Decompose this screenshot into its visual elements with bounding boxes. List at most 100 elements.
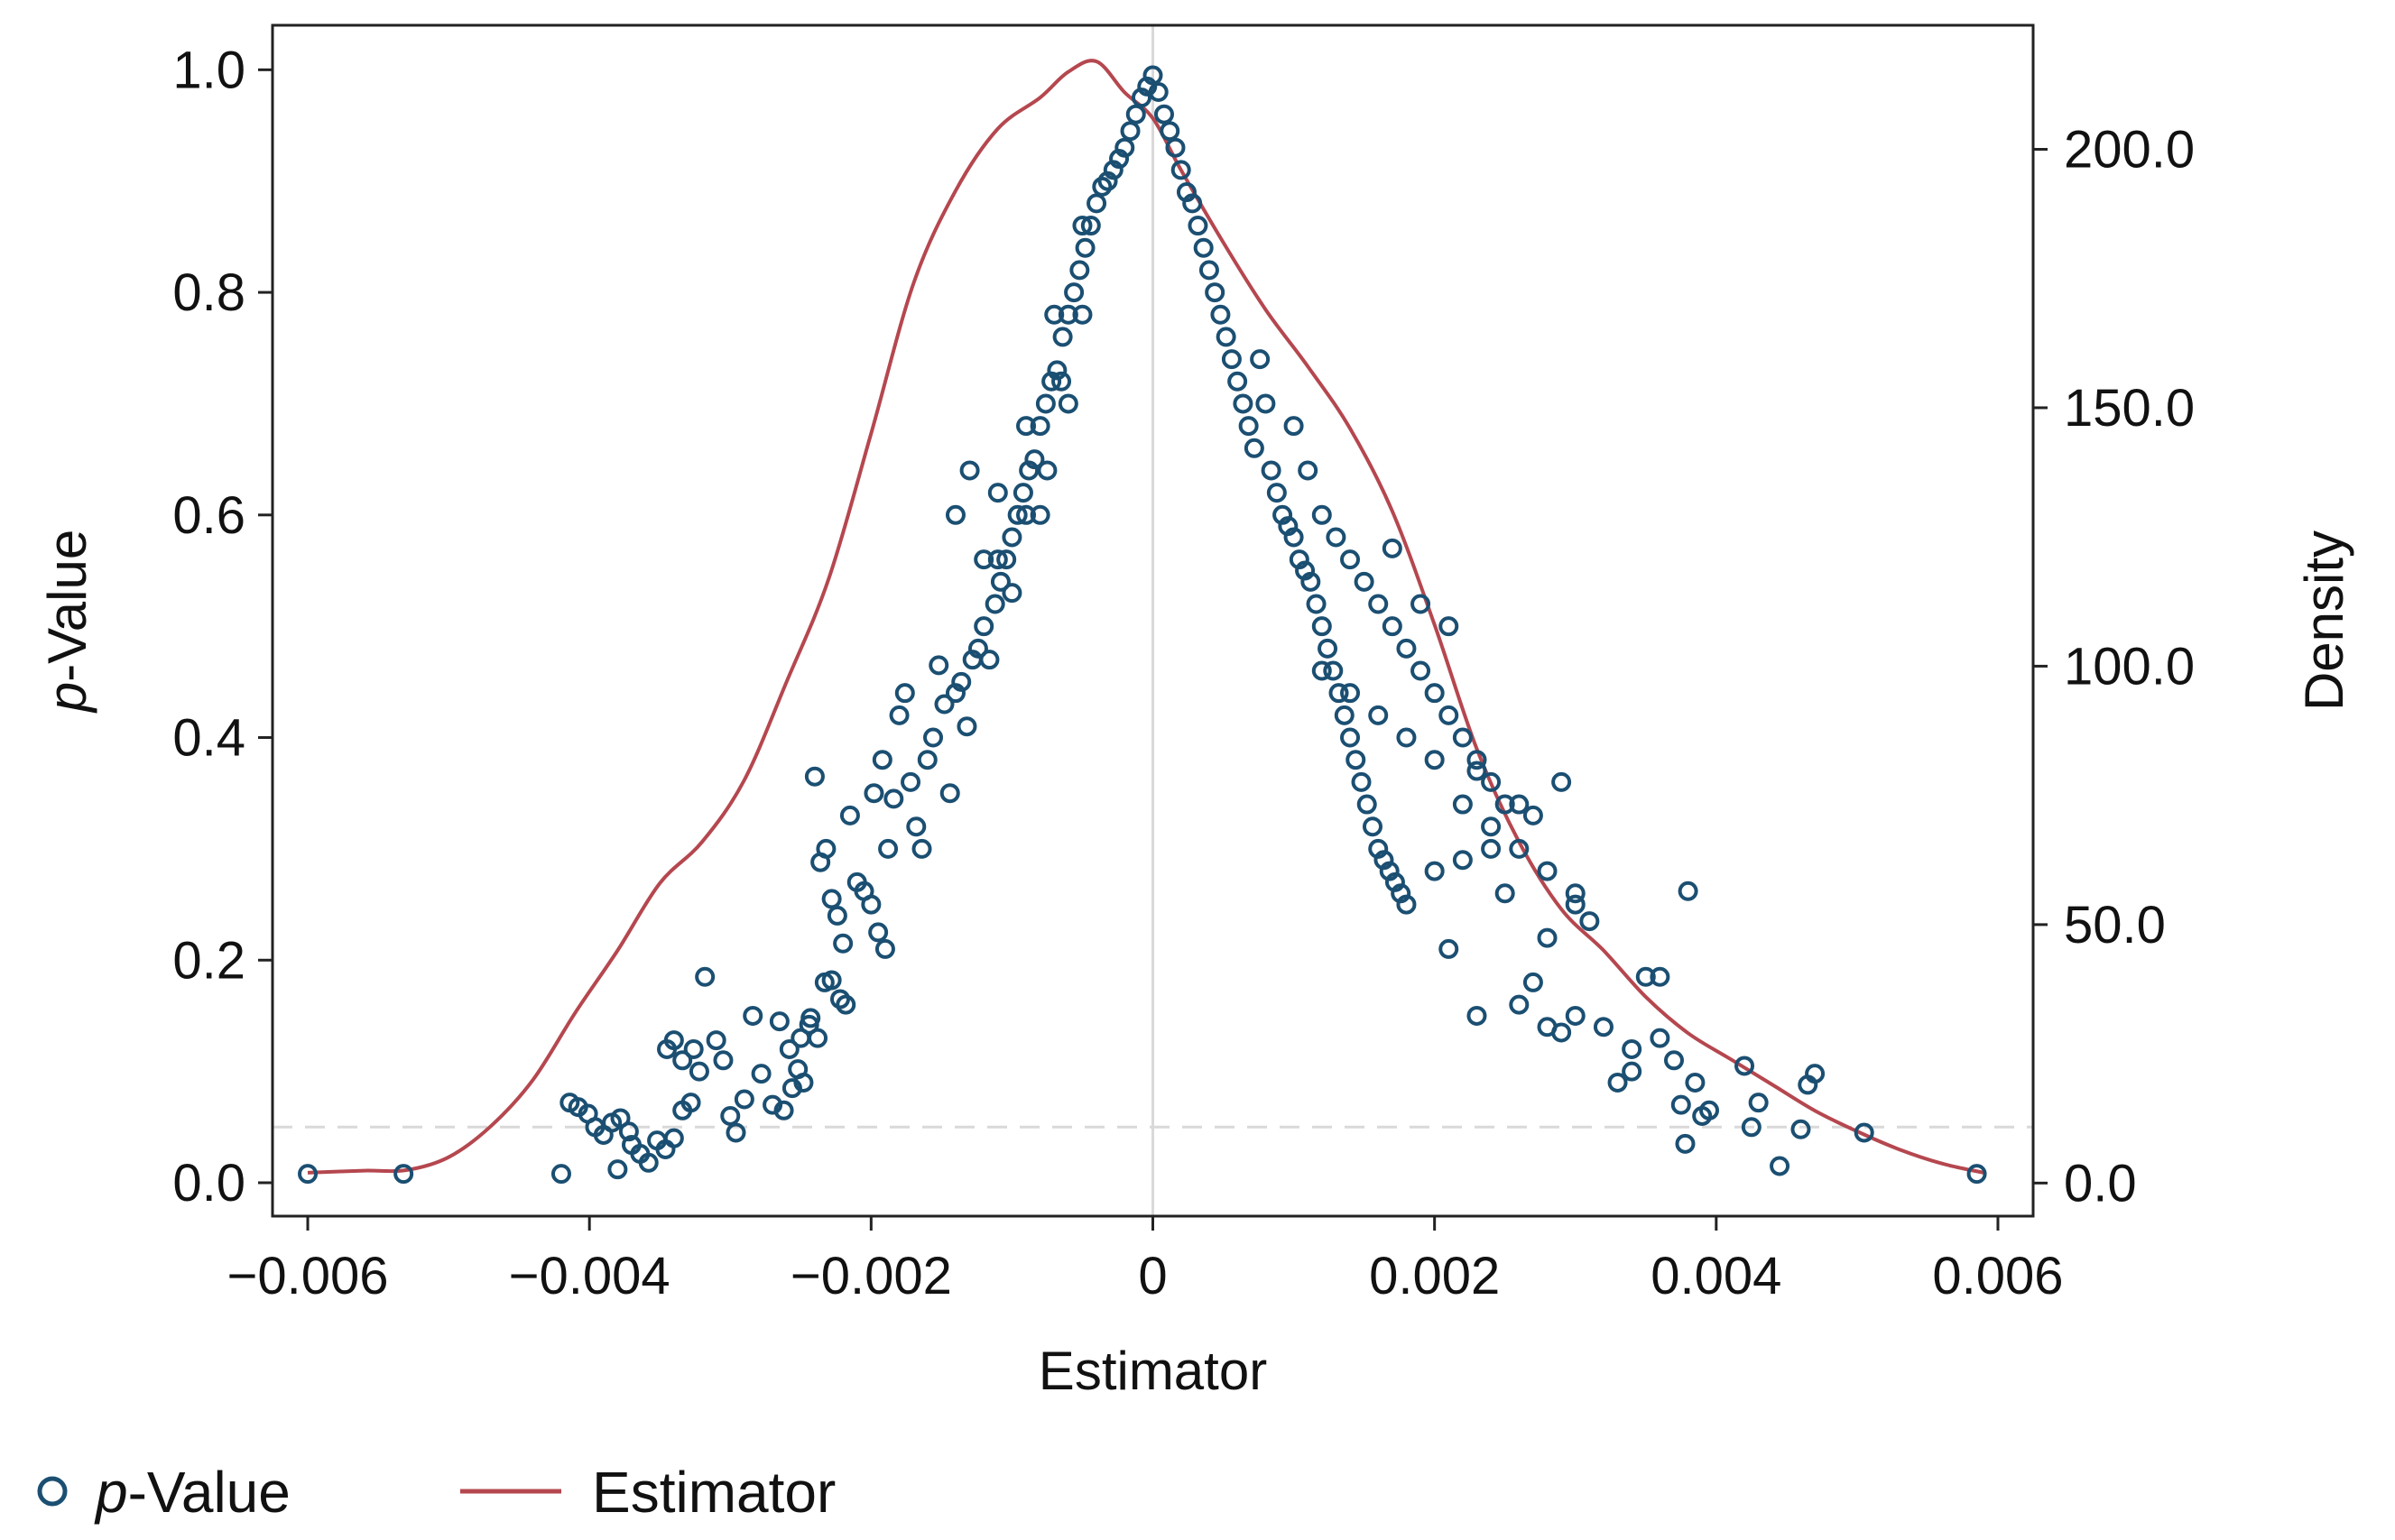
density-curve [307,59,1984,1175]
scatter-point [987,549,1008,570]
scatter-point [945,504,966,525]
scatter-point [781,1078,802,1099]
scatter-point [1509,794,1530,815]
scatter-point [1438,938,1459,959]
scatter-point [1410,594,1431,614]
scatter-point [706,1030,726,1051]
reference-lines [273,25,2033,1216]
scatter-point [985,594,1005,614]
scatter-point [889,705,910,725]
scatter-point [1311,616,1332,637]
scatter-point [734,1089,754,1110]
scatter-point [1678,881,1698,901]
scatter-point [1092,176,1113,197]
scatter-point [1007,504,1028,525]
scatter-point [1466,1005,1487,1026]
scatter-point [1340,683,1361,704]
y-right-tick-label: 150.0 [2064,379,2195,438]
scatter-point [1356,794,1377,815]
y-left-tick-label: 0.0 [172,1154,245,1213]
scatter-point [1170,160,1191,180]
scatter-point [1002,527,1022,548]
scatter-point [833,933,854,954]
scatter-point [1044,304,1065,325]
scatter-point [1283,416,1304,437]
scatter-point [618,1121,639,1142]
scatter-point [1087,193,1107,214]
scatter-point [1650,1028,1670,1048]
scatter-point [987,483,1008,503]
x-tick-label: 0 [1138,1247,1167,1305]
scatter-point [1142,65,1163,86]
scatter-point [751,1064,772,1084]
scatter-point [1298,460,1318,481]
scatter-point [672,1050,693,1071]
scatter-point [1016,416,1037,437]
y-right-tick-label: 0.0 [2064,1154,2137,1213]
scatter-point [1345,750,1366,770]
scatter-point [1509,838,1530,859]
scatter-point [1016,504,1037,525]
y-left-axis-title: p-Value [37,530,97,714]
scatter-point [1193,237,1214,258]
scatter-point [1551,1022,1572,1043]
scatter-point [1221,349,1242,370]
scatter-point [799,1014,819,1035]
scatter-point [713,1050,734,1071]
scatter-point [1030,504,1050,525]
scatter-point [868,922,889,943]
scatter-point [1790,1119,1811,1139]
legend-label-p-value-rest: -Value [128,1460,291,1525]
scatter-point [1452,850,1473,871]
scatter-point [1051,371,1072,392]
scatter-point [836,994,856,1015]
x-tick-label: 0.004 [1651,1247,1781,1305]
scatter-point [743,1005,763,1026]
scatter-point [1244,438,1264,458]
scatter-point [1382,538,1402,558]
scatter-point [1670,1094,1691,1115]
scatter-point [1699,1100,1720,1120]
scatter-point [872,750,892,770]
scatter-point [1058,304,1078,325]
scatter-point [804,766,825,787]
scatter-point [1340,549,1361,570]
scatter-point [726,1122,746,1143]
scatter-point [939,783,960,804]
scatter-point [1565,883,1586,904]
scatter-point [680,1093,701,1113]
scatter-point [1058,393,1078,414]
scatter-point [1328,683,1349,704]
scatter-point [1216,327,1236,347]
scatter-point [1283,527,1304,548]
y-right-axis-ticks: 0.0 50.0 100.0 150.0 200.0 [2033,121,2195,1213]
scatter-point [996,549,1017,570]
scatter-point [1125,104,1146,124]
scatter-point [864,783,884,804]
scatter-point [1770,1156,1790,1176]
scatter-point [1075,237,1096,258]
scatter-point [1622,1061,1642,1082]
y-right-tick-label: 50.0 [2064,896,2166,954]
scatter-point [1522,972,1543,992]
scatter-point [1047,360,1068,381]
scatter-point [1326,527,1346,548]
scatter-point [894,683,915,704]
scatter-point [1210,304,1231,325]
scatter-point [1080,216,1101,236]
scatter-point [990,571,1011,592]
scatter-point [1650,966,1670,987]
legend-label-p-value: p-Value [94,1460,291,1525]
y-right-tick-label: 100.0 [2064,637,2195,696]
scatter-point [1160,121,1180,142]
density-layer [307,59,1984,1175]
scatter-point [830,989,851,1010]
scatter-point [1579,911,1600,932]
scatter-point [1396,638,1417,659]
scatter-point [550,1164,571,1185]
scatter-point [663,1128,684,1148]
y-left-axis-ticks: 0.0 0.2 0.4 0.6 0.8 1.0 [172,41,273,1213]
scatter-point [1734,1056,1755,1076]
scatter-point [839,805,860,825]
scatter-point [1205,282,1225,303]
